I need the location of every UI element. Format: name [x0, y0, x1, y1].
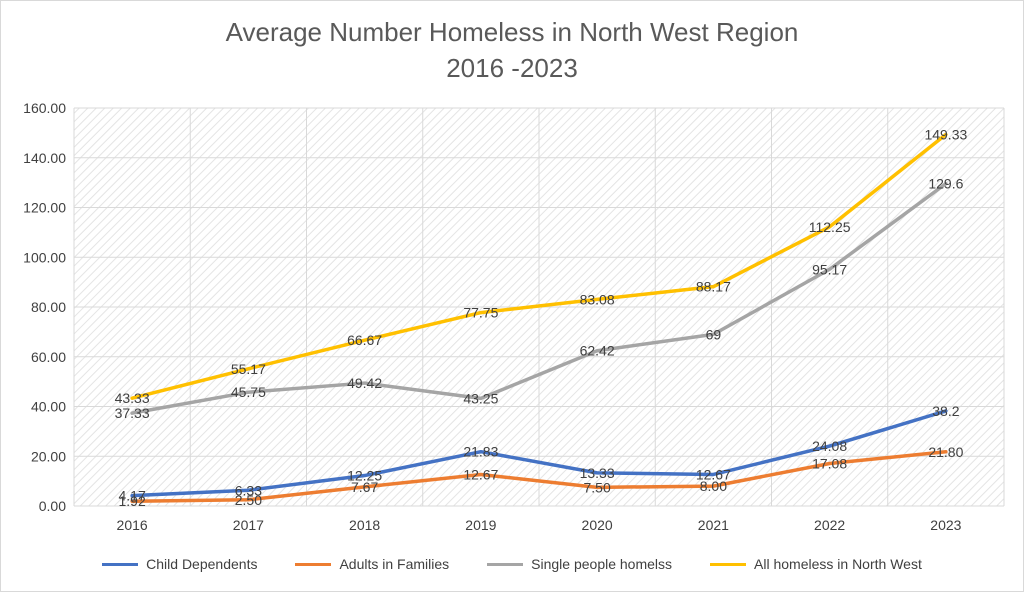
data-label: 66.67 [347, 332, 382, 348]
data-label: 95.17 [812, 261, 847, 277]
data-label: 69 [706, 326, 722, 342]
data-label: 112.25 [809, 219, 851, 235]
chart-title: Average Number Homeless in North West Re… [225, 17, 799, 47]
legend-label: Adults in Families [339, 556, 450, 572]
y-tick-label: 40.00 [31, 399, 66, 415]
data-label: 49.42 [347, 375, 382, 391]
legend-item: All homeless in North West [710, 556, 922, 572]
data-label: 12.67 [463, 466, 498, 482]
legend-label: All homeless in North West [754, 556, 922, 572]
legend-label: Single people homelss [531, 556, 673, 572]
y-tick-label: 60.00 [31, 349, 66, 365]
x-axis-ticks: 2016 2017 2018 2019 2020 2021 2022 2023 [117, 517, 962, 533]
legend-item: Single people homelss [487, 556, 672, 572]
x-tick-label: 2016 [117, 517, 148, 533]
data-label: 4.17 [119, 488, 146, 504]
data-label: 12.67 [696, 466, 731, 482]
y-axis-ticks: 0.00 20.00 40.00 60.00 80.00 100.00 120.00 140.… [23, 100, 66, 514]
legend-swatch [487, 562, 524, 566]
data-label: 129.6 [928, 176, 963, 192]
chart-subtitle: 2016 -2023 [446, 53, 578, 83]
data-label: 21.83 [463, 444, 498, 460]
data-label: 149.33 [924, 127, 967, 143]
chart-title-block: Average Number Homeless in North West Re… [0, 14, 1024, 86]
y-tick-label: 80.00 [31, 299, 66, 315]
data-label: 7.67 [351, 479, 378, 495]
data-label: 83.08 [580, 291, 615, 307]
data-label: 1.92 [119, 493, 146, 509]
x-tick-label: 2021 [698, 517, 729, 533]
x-tick-label: 2018 [349, 517, 380, 533]
data-label: 24.08 [812, 438, 847, 454]
data-label: 43.25 [463, 390, 498, 406]
series-line [130, 450, 948, 503]
data-label: 38.2 [932, 403, 959, 419]
data-label: 12.25 [347, 468, 382, 484]
legend-swatch [102, 562, 139, 566]
data-label: 55.17 [231, 361, 266, 377]
x-tick-label: 2020 [582, 517, 613, 533]
series-line [130, 409, 948, 498]
data-label: 62.42 [580, 343, 615, 359]
legend: Child Dependents Adults in Families Single… [0, 552, 1024, 576]
y-tick-label: 160.00 [23, 100, 66, 116]
series-line [130, 132, 948, 400]
data-label: 77.75 [463, 305, 498, 321]
gridlines [73, 107, 1005, 507]
data-label: 6.33 [235, 482, 262, 498]
data-label: 21.80 [928, 444, 963, 460]
series-lines [130, 132, 948, 503]
x-tick-label: 2019 [465, 517, 496, 533]
data-label: 2.50 [235, 492, 262, 508]
legend-item: Adults in Families [295, 556, 449, 572]
legend-label: Child Dependents [146, 556, 258, 572]
x-tick-label: 2023 [930, 517, 961, 533]
legend-swatch [710, 562, 747, 566]
data-labels: 4.17 6.33 12.25 21.83 13.33 12.67 24.08 38.2 1.9… [115, 127, 968, 510]
data-label: 13.33 [580, 465, 615, 481]
series-line [130, 181, 948, 415]
data-label: 37.33 [115, 405, 150, 421]
x-tick-label: 2022 [814, 517, 845, 533]
data-label: 8.00 [700, 478, 727, 494]
data-label: 43.33 [115, 390, 150, 406]
y-tick-label: 120.00 [23, 200, 66, 216]
x-tick-label: 2017 [233, 517, 264, 533]
data-label: 17.08 [812, 456, 847, 472]
y-tick-label: 20.00 [31, 448, 66, 464]
legend-swatch [295, 562, 332, 566]
y-tick-label: 100.00 [23, 249, 66, 265]
data-label: 45.75 [231, 384, 266, 400]
legend-item: Child Dependents [102, 556, 257, 572]
data-label: 7.50 [584, 479, 611, 495]
data-label: 88.17 [696, 279, 731, 295]
y-tick-label: 0.00 [39, 498, 66, 514]
y-tick-label: 140.00 [23, 150, 66, 166]
